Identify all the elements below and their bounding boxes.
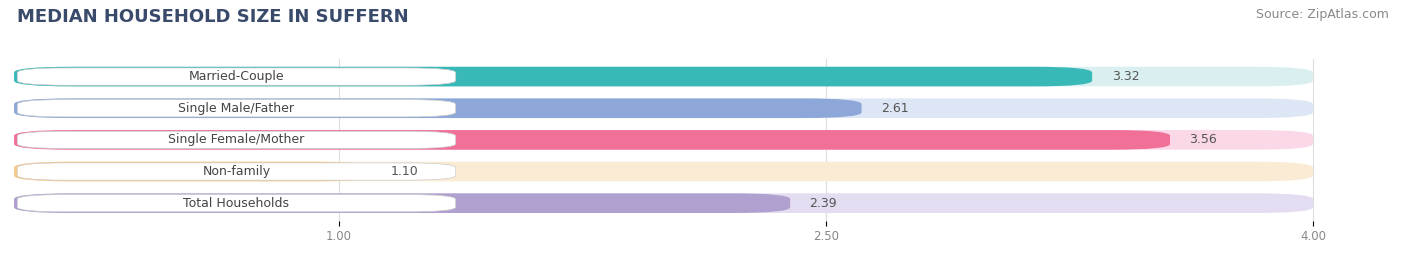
Text: 3.32: 3.32 [1112, 70, 1139, 83]
Text: Single Female/Mother: Single Female/Mother [169, 133, 305, 146]
Text: Married-Couple: Married-Couple [188, 70, 284, 83]
Text: 3.56: 3.56 [1189, 133, 1218, 146]
Text: Source: ZipAtlas.com: Source: ZipAtlas.com [1256, 8, 1389, 21]
Text: Non-family: Non-family [202, 165, 270, 178]
FancyBboxPatch shape [17, 163, 456, 180]
FancyBboxPatch shape [14, 67, 1092, 86]
FancyBboxPatch shape [14, 67, 1313, 86]
FancyBboxPatch shape [17, 100, 456, 117]
FancyBboxPatch shape [14, 162, 1313, 181]
FancyBboxPatch shape [17, 194, 456, 212]
FancyBboxPatch shape [14, 193, 790, 213]
FancyBboxPatch shape [14, 130, 1313, 150]
FancyBboxPatch shape [14, 98, 1313, 118]
Text: Total Households: Total Households [184, 197, 290, 210]
Text: 2.39: 2.39 [810, 197, 837, 210]
FancyBboxPatch shape [17, 68, 456, 85]
FancyBboxPatch shape [17, 131, 456, 148]
FancyBboxPatch shape [14, 193, 1313, 213]
Text: MEDIAN HOUSEHOLD SIZE IN SUFFERN: MEDIAN HOUSEHOLD SIZE IN SUFFERN [17, 8, 409, 26]
FancyBboxPatch shape [14, 130, 1170, 150]
FancyBboxPatch shape [14, 162, 371, 181]
Text: 1.10: 1.10 [391, 165, 419, 178]
Text: Single Male/Father: Single Male/Father [179, 102, 294, 115]
FancyBboxPatch shape [14, 98, 862, 118]
Text: 2.61: 2.61 [882, 102, 908, 115]
